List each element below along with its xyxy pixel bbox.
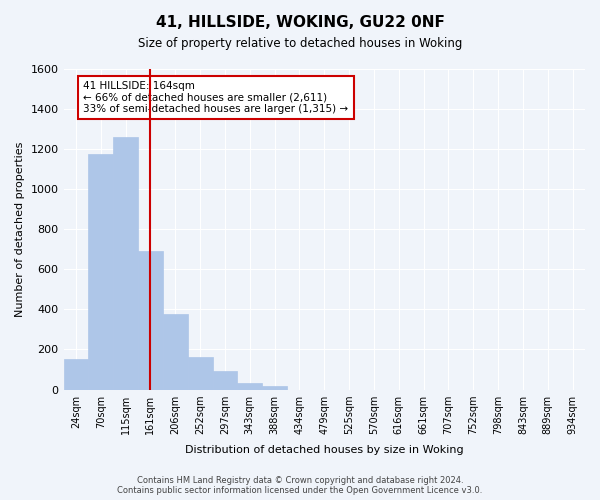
Bar xyxy=(138,252,163,390)
Bar xyxy=(238,382,262,390)
Bar xyxy=(262,386,287,390)
X-axis label: Distribution of detached houses by size in Woking: Distribution of detached houses by size … xyxy=(185,445,464,455)
Bar xyxy=(188,358,212,390)
Text: 41, HILLSIDE, WOKING, GU22 0NF: 41, HILLSIDE, WOKING, GU22 0NF xyxy=(155,15,445,30)
Bar xyxy=(113,137,138,390)
Text: 41 HILLSIDE: 164sqm
← 66% of detached houses are smaller (2,611)
33% of semi-det: 41 HILLSIDE: 164sqm ← 66% of detached ho… xyxy=(83,81,349,114)
Text: Contains HM Land Registry data © Crown copyright and database right 2024.
Contai: Contains HM Land Registry data © Crown c… xyxy=(118,476,482,495)
Bar xyxy=(163,314,188,390)
Bar xyxy=(64,360,88,390)
Y-axis label: Number of detached properties: Number of detached properties xyxy=(15,142,25,317)
Text: Size of property relative to detached houses in Woking: Size of property relative to detached ho… xyxy=(138,38,462,51)
Bar xyxy=(212,372,238,390)
Bar xyxy=(88,154,113,390)
